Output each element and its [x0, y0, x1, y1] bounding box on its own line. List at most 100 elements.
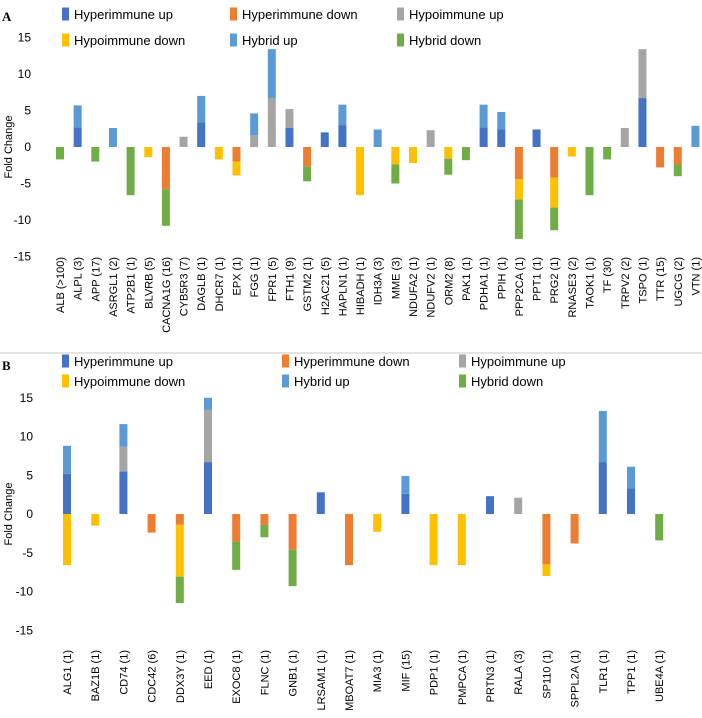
x-tick-label: ALPL (3)	[73, 257, 85, 300]
bar-fpr1-5-hybrid-up	[267, 49, 276, 99]
x-tick-label: MIF (15)	[400, 650, 412, 692]
y-tick-label: 10	[18, 67, 32, 81]
x-tick-label: ORM2 (8)	[443, 257, 455, 305]
x-tick-label: HIBADH (1)	[355, 257, 367, 315]
bar-eed-1-hybrid-up	[204, 397, 212, 411]
bar-rala-3-hypoimmune-up	[514, 497, 523, 515]
legend-label-hypoimmune-up: Hypoimmune up	[471, 354, 566, 369]
bar-prtn3-1-hyperimmune-up	[486, 496, 494, 514]
bar-eed-1-hyperimmune-up	[204, 462, 212, 514]
panel-label: B	[2, 358, 11, 373]
x-tick-label: PPT1 (1)	[532, 257, 544, 301]
panel-a-chart: A Hyperimmune up Hyperimmune down Hypoimmun…	[2, 7, 702, 333]
y-tick-label: -5	[22, 546, 33, 560]
bar-app-17-hybrid-down	[91, 147, 100, 162]
bar-ugcg-2-hyperimmune-down	[673, 147, 682, 165]
y-tick-label: -10	[16, 585, 34, 599]
y-tick-label: 5	[26, 468, 33, 482]
bar-fgg-1-hypoimmune-up	[250, 135, 259, 147]
legend-swatch-hypoimmune-down	[62, 33, 69, 47]
x-tick-label: ASRGL1 (2)	[108, 257, 120, 317]
bar-alg1-1-hybrid-up	[63, 445, 71, 474]
bar-pmpca-1-hypoimmune-down	[457, 514, 466, 566]
bar-ppih-1-hyperimmune-up	[497, 129, 506, 147]
bar-fgg-1-hybrid-up	[250, 113, 259, 136]
legend-swatch-hybrid-down	[459, 374, 466, 388]
bar-rnase3-2-hypoimmune-down	[567, 147, 576, 157]
bar-trpv2-2-hypoimmune-up	[620, 128, 629, 147]
bar-asrgl1-2-hybrid-up	[108, 128, 117, 147]
x-tick-label: PPP2CA (1)	[514, 257, 526, 316]
bar-hapln1-1-hyperimmune-up	[338, 125, 347, 147]
bar-blvrb-5-hypoimmune-down	[144, 147, 153, 158]
x-tick-label: PAK1 (1)	[461, 257, 473, 301]
bar-ppp2ca-1-hypoimmune-down	[514, 179, 523, 200]
y-tick-label: -15	[16, 623, 34, 637]
bar-atp2b1-1-hybrid-down	[126, 147, 135, 196]
bar-mif-15-hyperimmune-up	[401, 493, 410, 514]
x-tick-label: TPP1 (1)	[626, 650, 638, 694]
x-tick-label: CDC42 (6)	[147, 650, 159, 703]
bar-ndufv2-1-hypoimmune-up	[426, 130, 435, 147]
x-tick-label: DHCR7 (1)	[214, 257, 226, 311]
y-tick-label: 0	[24, 140, 31, 154]
x-tick-label: ALB (>100)	[55, 257, 67, 313]
x-tick-label: PMPCA (1)	[457, 650, 469, 705]
x-tick-label: CACNA1G (16)	[161, 257, 173, 333]
bar-gnb1-1-hybrid-down	[288, 549, 297, 587]
x-tick-label: BAZ1B (1)	[90, 650, 102, 701]
x-tick-label: ALG1 (1)	[62, 650, 74, 695]
legend-label-hyperimmune-up: Hyperimmune up	[74, 7, 173, 22]
bar-fth1-9-hypoimmune-up	[285, 109, 294, 129]
legend-label-hypoimmune-down: Hypoimmune down	[74, 374, 185, 389]
bar-lrsam1-1-hyperimmune-up	[316, 492, 325, 514]
bar-mme-3-hypoimmune-down	[391, 147, 400, 165]
bar-tf-30-hybrid-down	[603, 147, 612, 160]
x-tick-label: VTN (1)	[690, 257, 702, 296]
legend-swatch-hyperimmune-up	[62, 7, 69, 21]
legend-swatch-hyperimmune-down	[282, 354, 289, 368]
bar-cd74-1-hyperimmune-up	[119, 471, 128, 515]
x-tick-label: SPPL2A (1)	[570, 650, 582, 707]
x-tick-label: IDH3A (3)	[373, 257, 385, 305]
y-tick-label: 10	[20, 430, 34, 444]
x-tick-label: NDUFA2 (1)	[408, 257, 420, 317]
bar-alb-100-hybrid-down	[56, 147, 64, 160]
bar-h2ac21-5-hyperimmune-up	[320, 132, 329, 147]
x-tick-label: CYB5R3 (7)	[179, 257, 191, 316]
bar-ugcg-2-hybrid-down	[673, 164, 682, 177]
y-tick-label: -10	[14, 213, 32, 227]
x-tick-label: FLNC (1)	[259, 650, 271, 695]
bar-hibadh-1-hypoimmune-down	[356, 147, 365, 196]
bar-prg2-1-hybrid-down	[550, 207, 559, 231]
bar-cacna1g-16-hybrid-down	[161, 189, 170, 226]
bar-ddx3y-1-hybrid-down	[175, 576, 184, 604]
legend-label-hyperimmune-down: Hyperimmune down	[294, 354, 410, 369]
bar-mboat7-1-hyperimmune-down	[345, 514, 353, 566]
x-tick-label: ATP2B1 (1)	[126, 257, 138, 314]
bar-flnc-1-hybrid-down	[260, 524, 269, 538]
x-tick-label: GNB1 (1)	[288, 650, 300, 696]
y-tick-label: 15	[18, 31, 32, 45]
bar-pak1-1-hybrid-down	[461, 147, 470, 161]
bar-tspo-1-hyperimmune-up	[638, 98, 647, 147]
y-tick-label: 5	[24, 104, 31, 118]
bar-mme-3-hybrid-down	[391, 164, 400, 184]
bar-pdp1-1-hypoimmune-down	[429, 514, 438, 566]
x-tick-label: FPR1 (5)	[267, 257, 279, 302]
legend-swatch-hybrid-up	[282, 374, 289, 388]
legend-label-hybrid-down: Hybrid down	[471, 374, 543, 389]
bar-daglb-1-hybrid-up	[197, 95, 206, 123]
legend-swatch-hybrid-down	[397, 33, 404, 47]
x-tick-label: FTH1 (9)	[284, 257, 296, 301]
bar-gstm2-1-hybrid-down	[303, 166, 312, 182]
legend-swatch-hypoimmune-up	[397, 7, 404, 21]
bar-eed-1-hypoimmune-up	[204, 410, 212, 463]
bar-sp110-1-hyperimmune-down	[542, 514, 551, 565]
bar-idh3a-3-hybrid-up	[373, 129, 382, 147]
legend-swatch-hypoimmune-up	[459, 354, 466, 368]
bar-tpp1-1-hybrid-up	[627, 466, 635, 489]
x-tick-label: MME (3)	[390, 257, 402, 299]
bar-ttr-15-hyperimmune-down	[656, 147, 665, 168]
bar-tpp1-1-hyperimmune-up	[627, 488, 635, 514]
